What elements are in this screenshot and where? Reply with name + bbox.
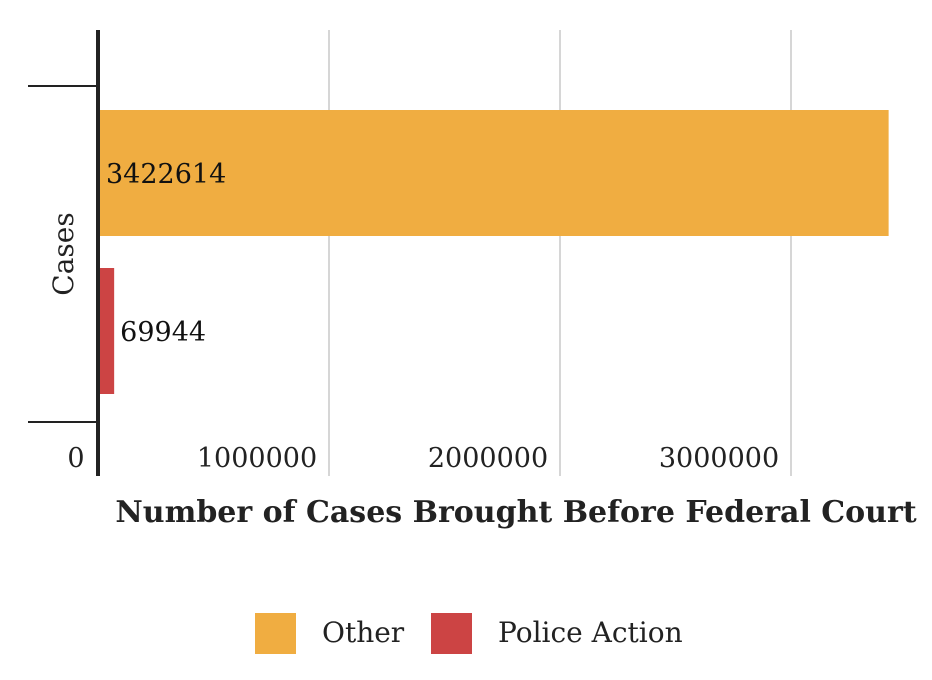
legend-swatch-other bbox=[255, 613, 296, 654]
legend-label-other: Other bbox=[322, 616, 405, 649]
data-label-police-action: 69944 bbox=[120, 317, 206, 348]
legend: Other Police Action bbox=[255, 613, 683, 654]
bar-other bbox=[98, 110, 889, 236]
legend-label-police-action: Police Action bbox=[498, 616, 683, 649]
legend-swatch-police-action bbox=[431, 613, 472, 654]
axes bbox=[28, 30, 100, 476]
bar-police-action bbox=[98, 268, 115, 394]
bars bbox=[98, 110, 889, 394]
data-labels: 3422614 69944 bbox=[106, 159, 226, 348]
grid-lines bbox=[328, 30, 792, 476]
x-axis-title: Number of Cases Brought Before Federal C… bbox=[115, 495, 916, 530]
x-tick-label-0: 0 bbox=[67, 443, 84, 474]
x-tick-label-2: 2000000 bbox=[428, 443, 548, 474]
y-axis-label: Cases bbox=[47, 212, 80, 295]
x-tick-label-1: 1000000 bbox=[197, 443, 317, 474]
x-tick-label-3: 3000000 bbox=[659, 443, 779, 474]
x-tick-labels: 0 1000000 2000000 3000000 bbox=[67, 443, 779, 474]
data-label-other: 3422614 bbox=[106, 159, 226, 190]
